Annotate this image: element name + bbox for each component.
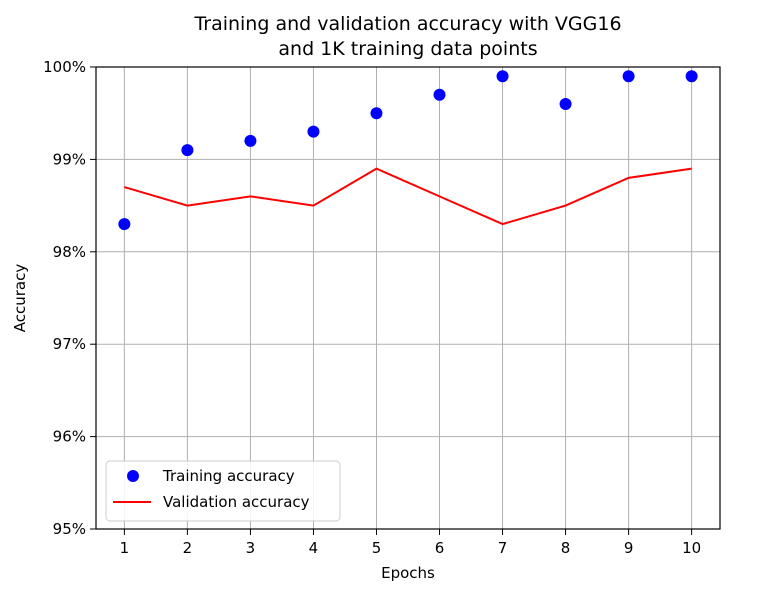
legend-label-training: Training accuracy	[162, 467, 295, 485]
x-tick-label: 8	[561, 539, 571, 557]
training-accuracy-point	[433, 88, 446, 101]
training-accuracy-point	[622, 70, 635, 83]
training-accuracy-point	[559, 97, 572, 110]
x-tick-label: 3	[246, 539, 256, 557]
y-tick-label: 100%	[43, 58, 86, 76]
validation-accuracy-line	[124, 167, 692, 226]
training-accuracy-point	[370, 107, 383, 120]
x-tick-label: 5	[372, 539, 382, 557]
x-tick-label: 9	[624, 539, 634, 557]
x-axis-label: Epochs	[381, 564, 435, 582]
legend: Training accuracy Validation accuracy	[105, 460, 341, 522]
y-tick-label: 99%	[53, 150, 86, 168]
legend-label-validation: Validation accuracy	[163, 493, 310, 511]
legend-marker-training	[127, 470, 139, 482]
x-tick-label: 6	[435, 539, 445, 557]
x-tick-label: 1	[120, 539, 130, 557]
y-tick-label: 98%	[53, 243, 86, 261]
training-accuracy-point	[118, 218, 131, 231]
y-tick-label: 95%	[53, 520, 86, 538]
training-accuracy-point	[181, 144, 194, 157]
legend-box	[105, 460, 341, 522]
y-tick-label: 96%	[53, 428, 86, 446]
x-tick-label: 2	[183, 539, 193, 557]
chart-title-line-2: and 1K training data points	[278, 38, 537, 60]
training-accuracy-point	[685, 70, 698, 83]
training-accuracy-point	[307, 125, 320, 138]
plot-area	[118, 70, 698, 231]
x-tick-label: 4	[309, 539, 319, 557]
axes-frame	[95, 66, 721, 530]
y-axis-label: Accuracy	[11, 264, 29, 333]
ticks: 1 2 3 4 5 6 7 8 9 10 95% 96% 97% 98% 99% 100%	[43, 58, 701, 557]
chart-title-line-1: Training and validation accuracy with VG…	[193, 13, 621, 35]
y-tick-label: 97%	[53, 335, 86, 353]
training-accuracy-point	[496, 70, 509, 83]
x-tick-label: 10	[682, 539, 701, 557]
grid	[96, 66, 720, 530]
x-tick-label: 7	[498, 539, 508, 557]
training-accuracy-point	[244, 134, 257, 147]
